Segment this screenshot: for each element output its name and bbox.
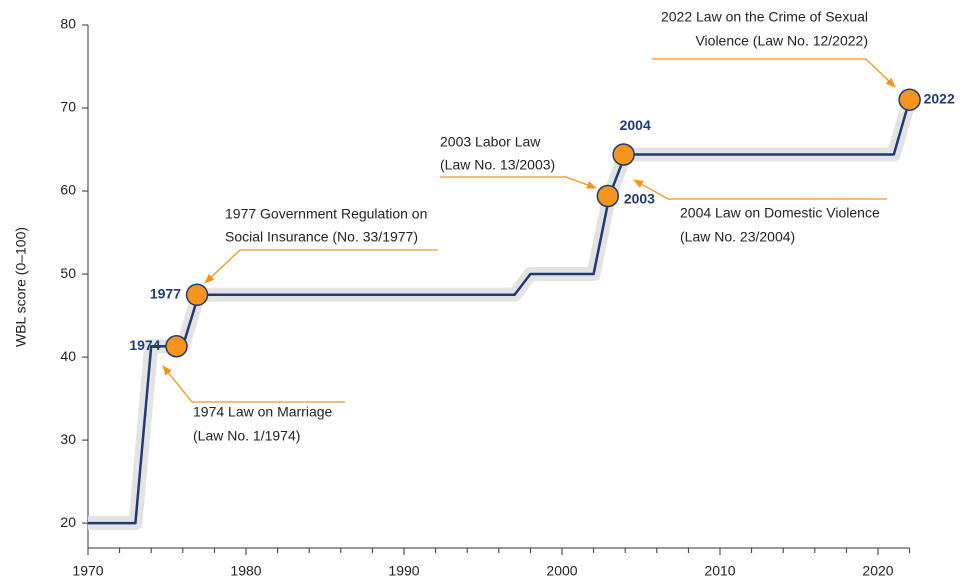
annotation: 2022 Law on the Crime of Sexual	[661, 9, 868, 25]
arrow	[652, 58, 896, 88]
annotation: Violence (Law No. 12/2022)	[695, 33, 868, 49]
y-tick-label: 20	[60, 514, 76, 530]
y-tick-label: 70	[60, 99, 76, 115]
point-marker	[185, 283, 209, 307]
point-marker	[898, 88, 921, 111]
annotation: (Law No. 23/2004)	[680, 229, 795, 245]
y-tick-label: 80	[60, 16, 76, 32]
y-tick-label: 60	[60, 182, 76, 198]
point-label: 2004	[620, 117, 651, 133]
y-tick-label: 30	[60, 431, 76, 447]
point-label: 1977	[150, 286, 181, 302]
x-tick-label: 1980	[230, 563, 261, 579]
y-tick-label: 50	[60, 265, 76, 281]
y-tick-label: 40	[60, 348, 76, 364]
annotation: 2003 Labor Law	[440, 134, 541, 150]
annotation: Social Insurance (No. 33/1977)	[225, 229, 418, 245]
arrow	[440, 176, 597, 189]
arrow	[162, 365, 345, 403]
point-label: 2022	[924, 90, 955, 106]
point-label: 1974	[129, 337, 160, 353]
y-axis-label: WBL score (0–100)	[13, 227, 29, 347]
line	[88, 99, 911, 525]
x-tick-label: 1970	[72, 563, 103, 579]
arrow	[633, 179, 887, 200]
annotation: 1977 Government Regulation on	[225, 206, 427, 222]
point-marker	[596, 184, 620, 208]
annotation: (Law No. 13/2003)	[440, 157, 555, 173]
point-label: 2003	[624, 191, 655, 207]
annotation-arrows	[162, 58, 896, 403]
annotation: 1974 Law on Marriage	[193, 404, 333, 420]
point-marker	[165, 335, 188, 358]
x-tick-label: 2010	[704, 563, 735, 579]
arrow	[204, 249, 438, 284]
point-marker	[612, 143, 635, 166]
annotation: (Law No. 1/1974)	[193, 428, 300, 444]
x-tick-label: 1990	[388, 563, 419, 579]
x-tick-label: 2000	[546, 563, 577, 579]
annotation: 2004 Law on Domestic Violence	[680, 205, 880, 221]
x-tick-label: 2020	[862, 563, 893, 579]
